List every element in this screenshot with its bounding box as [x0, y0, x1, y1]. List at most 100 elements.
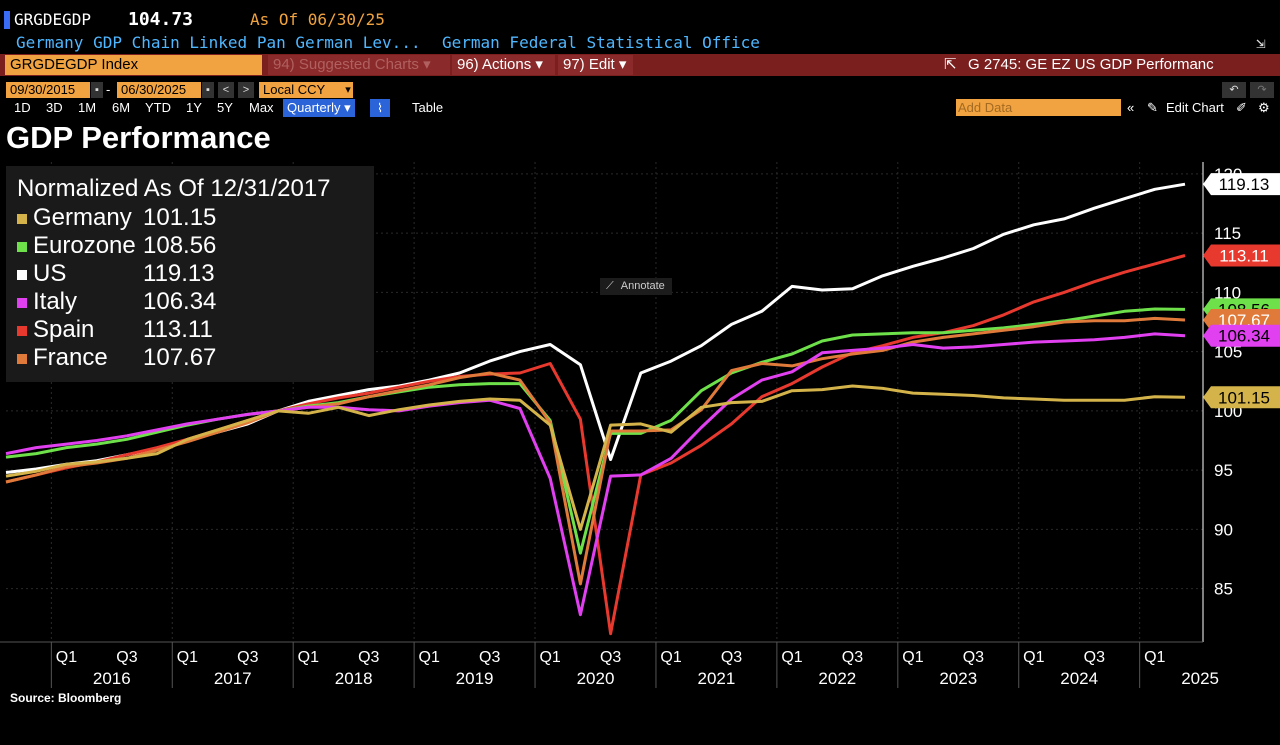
x-year-label: 2024: [1060, 669, 1098, 688]
last-value: 104.73: [128, 9, 194, 30]
x-axis: Q1 Q3 2016 Q1 Q3 2017 Q1 Q3 2018 Q1 Q3 2019 Q1 Q3 2020…: [0, 641, 1219, 688]
x-year-label: 2017: [214, 669, 252, 688]
legend-value: 101.15: [143, 204, 217, 231]
collapse-icon[interactable]: «: [1127, 100, 1135, 115]
prev-period-icon[interactable]: <: [218, 82, 234, 98]
y-tick-label: 85: [1214, 580, 1233, 599]
x-quarter-label: Q1: [781, 649, 802, 666]
y-tick-label: 90: [1214, 520, 1233, 539]
last-value-tag-germany: 101.15: [1203, 386, 1280, 409]
end-calendar-icon[interactable]: ▪: [202, 82, 214, 98]
currency-select[interactable]: Local CCY: [259, 82, 343, 98]
x-quarter-label: Q3: [600, 649, 621, 666]
legend-swatch: [17, 298, 27, 308]
chart-legend: Normalized As Of 12/31/2017 Germany 101.…: [6, 166, 374, 382]
x-quarter-label: Q1: [902, 649, 923, 666]
annotate-button[interactable]: ⟋ Annotate: [600, 278, 672, 295]
legend-swatch: [17, 214, 27, 224]
x-quarter-label: Q3: [479, 649, 500, 666]
data-source: German Federal Statistical Office: [442, 33, 760, 52]
legend-name: France: [33, 344, 108, 371]
legend-value: 106.34: [143, 288, 217, 315]
annotate-label: Annotate: [620, 280, 665, 292]
series-line-france: [5, 316, 1186, 586]
currency-dropdown-icon[interactable]: ▾: [343, 82, 353, 98]
legend-value: 107.67: [143, 344, 217, 371]
gear-icon[interactable]: ⚙: [1258, 100, 1270, 115]
actions-menu[interactable]: 96) Actions ▾: [452, 55, 555, 75]
page-title: GDP Performance: [6, 120, 271, 155]
period-1m[interactable]: 1M: [78, 100, 97, 115]
x-quarter-label: Q3: [237, 649, 258, 666]
y-tick-label: 95: [1214, 461, 1233, 480]
edit-menu[interactable]: 97) Edit ▾: [558, 55, 633, 75]
x-quarter-label: Q1: [1144, 649, 1165, 666]
legend-name: US: [33, 260, 67, 287]
period-1y[interactable]: 1Y: [186, 100, 202, 115]
security-header: GRGDEGDP 104.73 As Of 06/30/25: [0, 8, 1280, 32]
start-calendar-icon[interactable]: ▪: [91, 82, 103, 98]
period-1d[interactable]: 1D: [14, 100, 31, 115]
y-tick-label: 110: [1214, 283, 1241, 302]
period-ytd[interactable]: YTD: [145, 100, 171, 115]
legend-value: 119.13: [143, 260, 215, 287]
x-quarter-label: Q1: [660, 649, 681, 666]
tag-value: 106.34: [1218, 327, 1270, 346]
source-note: Source: Bloomberg: [10, 691, 122, 705]
x-year-label: 2021: [698, 669, 736, 688]
expand-icon[interactable]: ⇲: [1256, 33, 1266, 52]
tag-value: 101.15: [1218, 388, 1270, 407]
date-separator: -: [106, 82, 111, 97]
launch-icon[interactable]: ⇱: [944, 56, 957, 73]
security-description: Germany GDP Chain Linked Pan German Lev.…: [16, 33, 421, 52]
period-6m[interactable]: 6M: [112, 100, 131, 115]
add-data-input[interactable]: Add Data: [956, 99, 1121, 116]
x-quarter-label: Q3: [1084, 649, 1105, 666]
series-line-germany: [5, 384, 1186, 531]
chart-series: [5, 182, 1186, 636]
edit-label: 97) Edit: [563, 56, 615, 73]
ticker-field[interactable]: GRGDEGDP Index: [5, 55, 262, 75]
suggested-charts-menu[interactable]: 94) Suggested Charts ▾: [268, 55, 450, 75]
line-chart-icon[interactable]: ⌇: [370, 99, 390, 117]
tag-background: [1203, 386, 1280, 409]
edit-icon[interactable]: ✐: [1236, 100, 1247, 115]
redo-icon[interactable]: ↷: [1250, 82, 1274, 98]
pencil-icon[interactable]: ✎: [1147, 100, 1158, 115]
next-period-icon[interactable]: >: [238, 82, 254, 98]
period-max[interactable]: Max: [249, 100, 274, 115]
edit-chart-button[interactable]: Edit Chart: [1166, 100, 1224, 115]
start-date-field[interactable]: 09/30/2015: [6, 82, 90, 98]
undo-icon[interactable]: ↶: [1222, 82, 1246, 98]
legend-swatch: [17, 326, 27, 336]
y-tick-label: 105: [1214, 343, 1242, 362]
x-year-label: 2019: [456, 669, 494, 688]
period-3d[interactable]: 3D: [46, 100, 63, 115]
x-quarter-label: Q3: [721, 649, 742, 666]
period-5y[interactable]: 5Y: [217, 100, 233, 115]
frequency-select[interactable]: Quarterly ▾: [283, 99, 355, 117]
tag-background: [1203, 173, 1280, 196]
tag-value: 113.11: [1219, 247, 1268, 266]
legend-name: Eurozone: [33, 232, 136, 259]
legend-swatch: [17, 270, 27, 280]
last-value-tag-us: 119.13: [1203, 173, 1280, 196]
x-year-label: 2016: [93, 669, 131, 688]
legend-value: 113.11: [143, 316, 213, 343]
frequency-label: Quarterly: [287, 100, 341, 115]
x-quarter-label: Q1: [177, 649, 198, 666]
x-quarter-label: Q1: [539, 649, 560, 666]
x-quarter-label: Q3: [842, 649, 863, 666]
x-year-label: 2025: [1181, 669, 1219, 688]
end-date-field[interactable]: 06/30/2025: [117, 82, 201, 98]
series-line-italy: [5, 332, 1186, 617]
legend-swatch: [17, 354, 27, 364]
security-symbol[interactable]: GRGDEGDP: [14, 10, 92, 29]
table-view-button[interactable]: Table: [412, 100, 444, 115]
legend-name: Italy: [33, 288, 78, 315]
x-quarter-label: Q3: [963, 649, 984, 666]
tag-background: [1203, 244, 1280, 267]
graph-title[interactable]: G 2745: GE EZ US GDP Performanc: [968, 56, 1214, 73]
